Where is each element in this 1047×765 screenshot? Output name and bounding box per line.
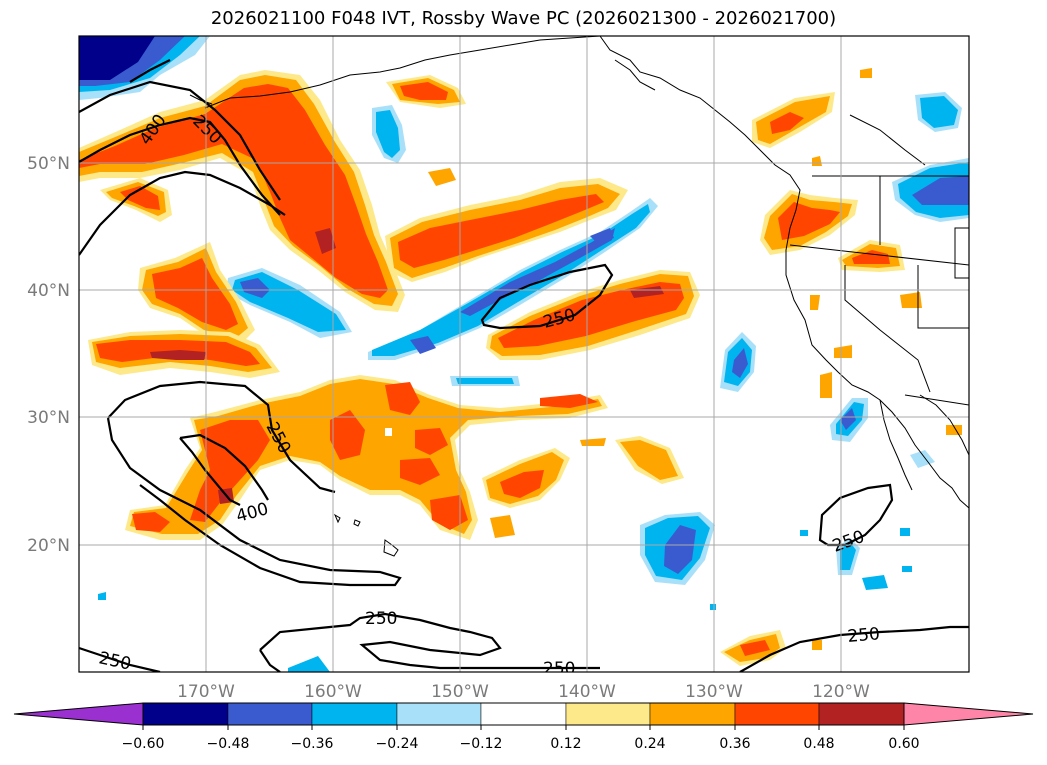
lat-label-20n: 20°N	[27, 536, 70, 556]
lat-label-40n: 40°N	[27, 281, 70, 301]
lat-label-50n: 50°N	[27, 154, 70, 174]
contour-400-sw	[179, 433, 269, 501]
plot-title: 2026021100 F048 IVT, Rossby Wave PC (202…	[210, 8, 837, 29]
ivt-contours	[79, 59, 969, 672]
colorbar-extend-high	[903, 702, 1034, 726]
colorbar-tick-7: 0.24	[634, 736, 665, 752]
lon-label-130w: 130°W	[685, 682, 743, 702]
colorbar-tick-4: −0.24	[376, 736, 419, 752]
lon-label-140w: 140°W	[558, 682, 616, 702]
colorbar-bin-4	[396, 702, 482, 726]
state-borders	[789, 114, 969, 406]
colorbar-tick-2: −0.48	[207, 736, 250, 752]
longitude-labels: 170°W 160°W 150°W 140°W 130°W 120°W	[177, 682, 870, 702]
colorbar-tick-1: −0.60	[122, 736, 165, 752]
contour-250-mid	[480, 263, 614, 330]
lon-label-170w: 170°W	[177, 682, 235, 702]
colorbar-bin-9	[818, 702, 905, 726]
contour-label-250-se2: 250	[847, 624, 881, 647]
colorbar-bin-3	[311, 702, 398, 726]
contour-label-250-s1: 250	[365, 609, 397, 629]
graticule	[79, 36, 969, 672]
colorbar-bin-2	[227, 702, 313, 726]
contour-400-nw	[79, 116, 281, 216]
lon-label-120w: 120°W	[812, 682, 870, 702]
negative-anomaly-regions	[79, 36, 969, 672]
anomaly-orange-gulf-core	[79, 84, 388, 298]
colorbar-tick-6: 0.12	[550, 736, 581, 752]
lon-label-160w: 160°W	[304, 682, 362, 702]
colorbar-bin-6	[565, 702, 651, 726]
colorbar: −0.60 −0.48 −0.36 −0.24 −0.12 0.12 0.24 …	[13, 702, 1034, 752]
colorbar-tick-10: 0.60	[888, 736, 919, 752]
contour-label-250-s2: 250	[97, 648, 133, 674]
colorbar-tick-5: −0.12	[460, 736, 503, 752]
lon-label-150w: 150°W	[431, 682, 489, 702]
latitude-labels: 50°N 40°N 30°N 20°N	[27, 154, 70, 556]
positive-anomaly-regions	[79, 68, 962, 666]
lat-label-30n: 30°N	[27, 408, 70, 428]
colorbar-tick-9: 0.48	[803, 736, 834, 752]
colorbar-bin-8	[734, 702, 820, 726]
contour-250-south	[259, 612, 600, 670]
colorbar-extend-low	[13, 702, 144, 726]
colorbar-tick-3: −0.36	[291, 736, 334, 752]
colorbar-bin-7	[649, 702, 736, 726]
contour-250-nw	[79, 80, 281, 201]
contour-250-sw	[107, 380, 336, 494]
colorbar-tick-8: 0.36	[719, 736, 750, 752]
map-border	[78, 35, 970, 673]
contour-label-250-s3: 250	[543, 659, 575, 679]
colorbar-bin-1	[142, 702, 229, 726]
colorbar-bin-5	[480, 702, 567, 726]
